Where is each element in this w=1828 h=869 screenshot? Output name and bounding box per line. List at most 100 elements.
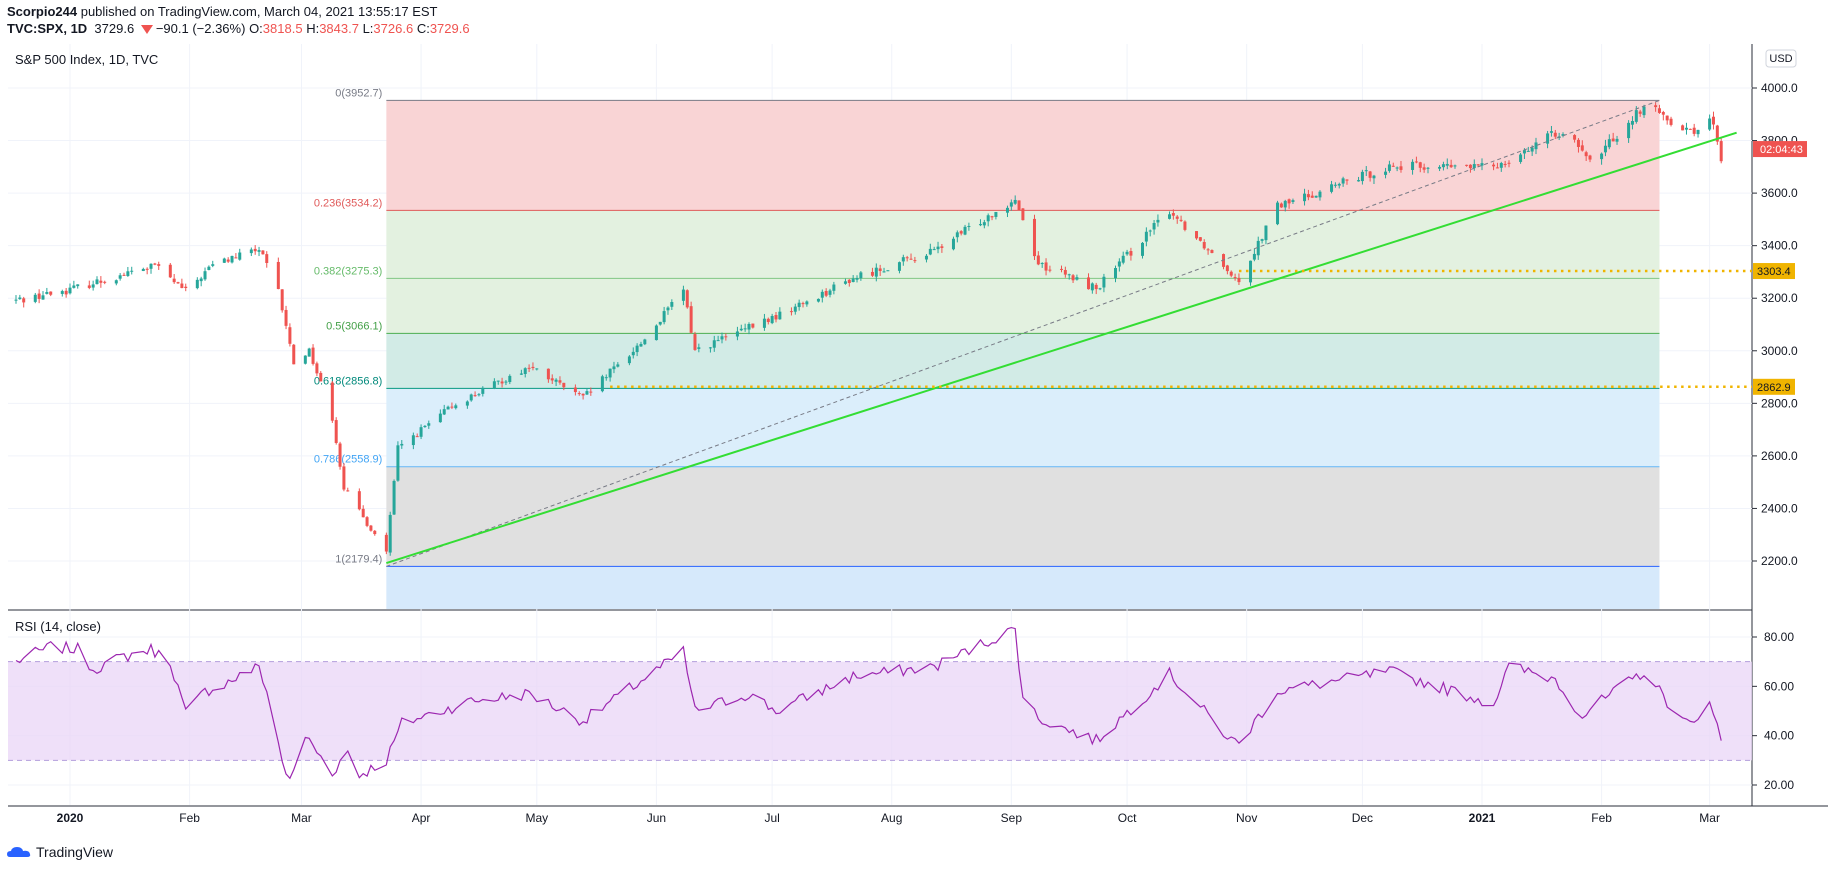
candle-body [76, 284, 80, 287]
currency-badge [1765, 49, 1797, 68]
candle-body [1283, 200, 1287, 208]
candle-body [180, 283, 184, 289]
rsi-tick-label: 20.00 [1764, 778, 1794, 792]
candle-body [1040, 263, 1044, 265]
price-tick-label: 4000.0 [1761, 81, 1798, 95]
tradingview-footer[interactable]: TradingView [7, 844, 113, 860]
candle-body [1530, 147, 1534, 152]
candle-body [600, 376, 604, 392]
candle-body [616, 364, 620, 367]
candle-body [832, 284, 836, 291]
price-change: −90.1 (−2.36%) [155, 21, 246, 36]
candle-body [1607, 139, 1611, 148]
level-price-label: 3303.4 [1757, 266, 1791, 278]
candle-body [697, 347, 701, 349]
candle-body [1225, 265, 1229, 272]
candle-body [361, 508, 365, 518]
candle-body [963, 226, 967, 235]
candle-body [1141, 242, 1145, 256]
close-value: 3729.6 [429, 21, 470, 36]
candle-body [288, 327, 292, 344]
candle-body [1071, 275, 1075, 281]
fib-level-label: 0.786(2558.9) [314, 454, 383, 466]
candle-body [1692, 127, 1696, 134]
candle-body [662, 311, 666, 323]
candle-body [1387, 164, 1391, 171]
candle-body [585, 391, 589, 395]
candle-body [1526, 150, 1530, 152]
candle-body [400, 443, 404, 446]
fib-level-label: 0.236(3534.2) [314, 197, 383, 209]
candle-body [1179, 219, 1183, 221]
candle-body [1202, 242, 1206, 249]
fib-zone [386, 388, 1660, 467]
candle-body [874, 267, 878, 277]
candle-body [1603, 145, 1607, 153]
candle-body [967, 226, 971, 228]
candle-body [1310, 195, 1314, 198]
candle-body [157, 264, 161, 266]
candle-body [122, 274, 126, 276]
candle-body [932, 249, 936, 251]
candle-body [743, 328, 747, 330]
candle-body [496, 380, 500, 382]
candle-body [708, 347, 712, 349]
rsi-tick-label: 80.00 [1764, 630, 1794, 644]
candle-body [415, 436, 419, 438]
candle-body [22, 298, 26, 303]
candle-body [1395, 167, 1399, 169]
candle-body [886, 270, 890, 272]
candle-body [442, 409, 446, 415]
candle-body [1418, 162, 1422, 168]
level-price-tag [1753, 263, 1795, 280]
candle-body [959, 231, 963, 234]
price-tick-label: 3600.0 [1761, 186, 1798, 200]
candle-body [1507, 162, 1511, 164]
candle-body [1252, 253, 1256, 260]
candle-body [1330, 184, 1334, 192]
candle-body [346, 490, 350, 492]
candle-body [365, 517, 369, 526]
candle-body [184, 286, 188, 289]
time-tick-label: Mar [291, 811, 312, 825]
candle-body [91, 284, 95, 288]
candle-body [72, 285, 76, 288]
open-value: 3818.5 [262, 21, 303, 36]
candle-body [1719, 141, 1723, 162]
candle-body [211, 264, 215, 266]
candle-body [1630, 121, 1634, 125]
candle-body [369, 525, 373, 531]
candle-body [419, 427, 423, 437]
candle-body [338, 443, 342, 467]
candle-body [1183, 221, 1187, 230]
candle-body [1102, 276, 1106, 288]
candle-body [990, 216, 994, 218]
price-tick-label: 3200.0 [1761, 291, 1798, 305]
candle-body [747, 324, 751, 330]
candle-body [37, 293, 41, 299]
candle-body [226, 259, 230, 262]
candle-body [739, 328, 743, 331]
candle-body [670, 302, 674, 307]
high-value: 3843.7 [319, 21, 359, 36]
candle-body [203, 271, 207, 280]
candle-body [1198, 237, 1202, 241]
candle-body [1372, 175, 1376, 179]
candle-body [1669, 118, 1673, 125]
candle-body [1256, 240, 1260, 256]
candle-body [612, 366, 616, 370]
candle-body [1441, 164, 1445, 168]
candle-body [149, 263, 153, 269]
candle-body [801, 303, 805, 305]
candle-body [1357, 180, 1361, 182]
candle-body [955, 232, 959, 238]
author-name[interactable]: Scorpio244 [7, 4, 78, 19]
current-price-tag [1753, 141, 1807, 158]
candle-body [1499, 163, 1503, 168]
candle-body [1654, 105, 1658, 108]
candle-body [238, 252, 242, 260]
candle-body [1075, 277, 1079, 280]
close-key: C: [416, 21, 430, 36]
candle-body [816, 298, 820, 302]
